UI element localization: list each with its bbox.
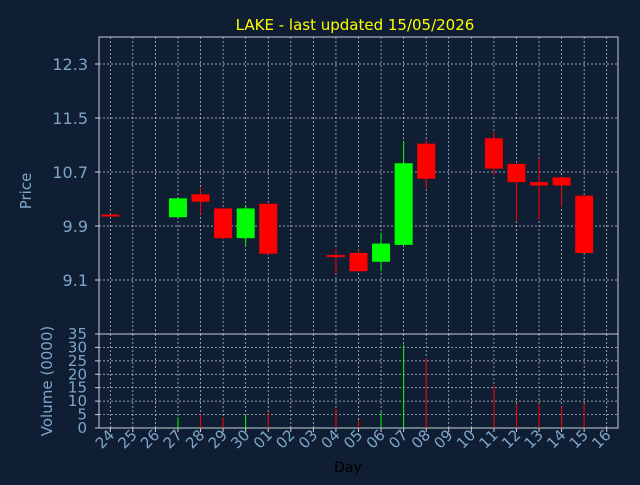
volume-tick-label: 35	[68, 325, 87, 343]
candle-body	[530, 182, 549, 186]
candle-body	[484, 138, 503, 169]
price-tick-label: 9.1	[63, 271, 88, 290]
candle-body	[417, 143, 436, 179]
price-tick-label: 11.5	[52, 109, 88, 128]
candle-body	[349, 253, 368, 272]
candle-body	[394, 163, 413, 245]
candle-body	[259, 203, 278, 254]
volume-tick-label: 10	[68, 392, 87, 410]
candle-body	[214, 208, 233, 239]
candle-body	[101, 214, 120, 217]
candle-body	[191, 194, 210, 202]
candle-body	[507, 163, 526, 183]
price-tick-label: 9.9	[63, 217, 88, 236]
candle-body	[575, 195, 594, 253]
candle-body	[372, 243, 391, 262]
candle-body	[326, 255, 345, 258]
volume-tick-label: 20	[68, 365, 87, 383]
price-tick-label: 12.3	[52, 55, 88, 74]
price-panel: 9.1 9.9 10.7 11.5 12.3	[52, 36, 619, 335]
x-axis-label: Day	[334, 460, 362, 476]
price-axis-label: Price	[17, 173, 35, 210]
volume-tick-label: 15	[68, 379, 87, 397]
volume-tick-label: 5	[77, 406, 87, 424]
candle-body	[552, 177, 571, 186]
candle-body	[236, 208, 255, 239]
chart-title: LAKE - last updated 15/05/2026	[236, 16, 475, 34]
candle-body	[168, 198, 187, 218]
price-tick-label: 10.7	[52, 163, 88, 182]
volume-tick-label: 30	[68, 338, 87, 356]
volume-tick-label: 25	[68, 352, 87, 370]
volume-tick-label: 0	[77, 419, 87, 437]
volume-axis-label: Volume (0000)	[38, 326, 56, 436]
x-axis: 2425262728293001020304050607080910111213…	[92, 426, 615, 452]
